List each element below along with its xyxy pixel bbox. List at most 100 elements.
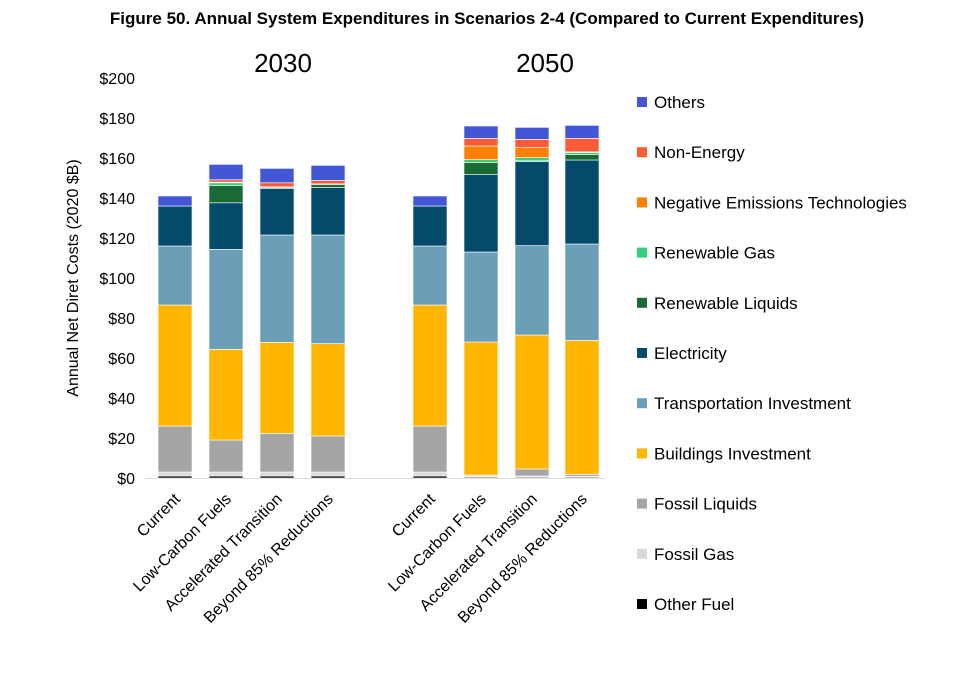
bar-segment-electricity	[564, 159, 600, 245]
bar-segment-transportation-investment	[514, 245, 550, 336]
legend-item: Renewable Liquids	[637, 294, 798, 313]
bar-segment-renewable-liquids	[208, 185, 244, 204]
bar-segment-non-energy	[208, 179, 244, 183]
bar-segment-others	[310, 165, 346, 181]
bar-segment-renewable-gas	[208, 182, 244, 186]
bar-segment-others	[259, 168, 295, 184]
bar-segment-fossil-liquids	[208, 439, 244, 473]
bar-segment-transportation-investment	[259, 234, 295, 343]
bar-segment-fossil-liquids	[514, 468, 550, 477]
plot-area: $0 $20 $40 $60 $80 $100 $120 $140 $160 $180 $200 20…	[99, 48, 605, 627]
y-tick-label: $100	[99, 271, 135, 288]
y-tick-label: $40	[108, 391, 135, 408]
bar-segment-buildings-investment	[208, 349, 244, 441]
bar-segment-others	[208, 164, 244, 181]
bar-segment-electricity	[310, 187, 346, 236]
legend-item: Fossil Liquids	[637, 495, 757, 514]
legend-label: Negative Emissions Technologies	[654, 193, 907, 212]
bar-stack	[463, 125, 499, 479]
category-label: Low-Carbon Fuels	[130, 491, 234, 595]
bar-segment-buildings-investment	[514, 334, 550, 470]
legend-label: Buildings Investment	[654, 444, 811, 463]
bar-segment-transportation-investment	[208, 249, 244, 350]
bar-segment-electricity	[514, 161, 550, 246]
bar-segment-fossil-liquids	[157, 425, 193, 473]
legend-swatch	[637, 498, 647, 509]
bar-segment-others	[463, 125, 499, 139]
category-label: Current	[389, 490, 439, 540]
legend-label: Non-Energy	[654, 143, 745, 162]
bar-segment-transportation-investment	[310, 234, 346, 344]
bar-segment-electricity	[157, 205, 193, 247]
legend-swatch	[637, 599, 647, 609]
legend-item: Transportation Investment	[637, 394, 851, 413]
legend-swatch	[637, 348, 647, 358]
group-label: 2050	[516, 48, 574, 78]
bar-segment-fossil-liquids	[310, 435, 346, 473]
bar-segment-transportation-investment	[157, 245, 193, 306]
category-label: Low-Carbon Fuels	[385, 491, 489, 595]
bar-segment-renewable-gas	[514, 157, 550, 162]
bar-segment-renewable-liquids	[310, 184, 346, 188]
bar-stack	[208, 164, 244, 479]
bar-segment-non-energy	[259, 182, 295, 188]
category-label: Current	[134, 490, 184, 540]
bar-segment-non-energy	[564, 138, 600, 153]
legend-label: Electricity	[654, 344, 727, 363]
bar-segment-transportation-investment	[412, 245, 448, 306]
bar-segment-renewable-liquids	[564, 154, 600, 161]
bar-segment-electricity	[208, 202, 244, 250]
bar-segment-buildings-investment	[564, 340, 600, 475]
bar-segment-renewable-liquids	[463, 162, 499, 175]
bar-segment-non-energy	[310, 180, 346, 185]
bar-segment-non-energy	[514, 139, 550, 148]
bar-segment-others	[157, 195, 193, 207]
legend-swatch	[637, 297, 647, 308]
bar-segment-fossil-liquids	[259, 433, 295, 473]
bar-stack	[259, 168, 295, 479]
legend-item: Other Fuel	[637, 595, 734, 614]
legend-item: Fossil Gas	[637, 545, 734, 564]
bar-segment-fossil-gas	[310, 471, 346, 477]
legend-label: Others	[654, 93, 705, 112]
legend-swatch	[637, 247, 647, 258]
legend-item: Buildings Investment	[637, 444, 811, 463]
group-label: 2030	[254, 48, 312, 78]
legend-label: Other Fuel	[654, 595, 734, 614]
legend-item: Negative Emissions Technologies	[637, 193, 907, 212]
bar-segment-buildings-investment	[412, 304, 448, 427]
bar-stack	[310, 165, 346, 479]
bar-segment-buildings-investment	[463, 341, 499, 476]
legend-swatch	[637, 398, 647, 409]
y-tick-label: $20	[108, 431, 135, 448]
y-tick-label: $60	[108, 351, 135, 368]
bar-segment-buildings-investment	[157, 304, 193, 427]
bar-segment-fossil-gas	[208, 471, 244, 477]
legend-label: Fossil Gas	[654, 545, 734, 564]
bar-segment-electricity	[463, 174, 499, 253]
bar-segment-electricity	[412, 205, 448, 247]
bar-segment-negative-emissions-technologies	[514, 147, 550, 158]
legend-swatch	[637, 448, 647, 459]
bar-segment-buildings-investment	[310, 343, 346, 437]
legend-label: Fossil Liquids	[654, 495, 757, 514]
legend-label: Renewable Liquids	[654, 294, 798, 313]
legend: Others Non-Energy Negative Emissions Techn…	[637, 93, 907, 614]
y-tick-label: $80	[108, 311, 135, 328]
bar-segment-others	[412, 195, 448, 207]
legend-item: Renewable Gas	[637, 244, 775, 263]
legend-swatch	[637, 97, 647, 107]
bar-segment-buildings-investment	[259, 342, 295, 434]
y-tick-label: $180	[99, 111, 135, 128]
bar-segment-non-energy	[463, 138, 499, 147]
bar-segment-others	[564, 125, 600, 139]
bar-segment-negative-emissions-technologies	[463, 145, 499, 160]
y-tick-label: $140	[99, 191, 135, 208]
y-tick-label: $160	[99, 151, 135, 168]
bar-segment-transportation-investment	[463, 251, 499, 343]
bar-segment-fossil-liquids	[412, 425, 448, 473]
bar-segment-transportation-investment	[564, 243, 600, 341]
y-tick-label: $0	[117, 471, 135, 488]
